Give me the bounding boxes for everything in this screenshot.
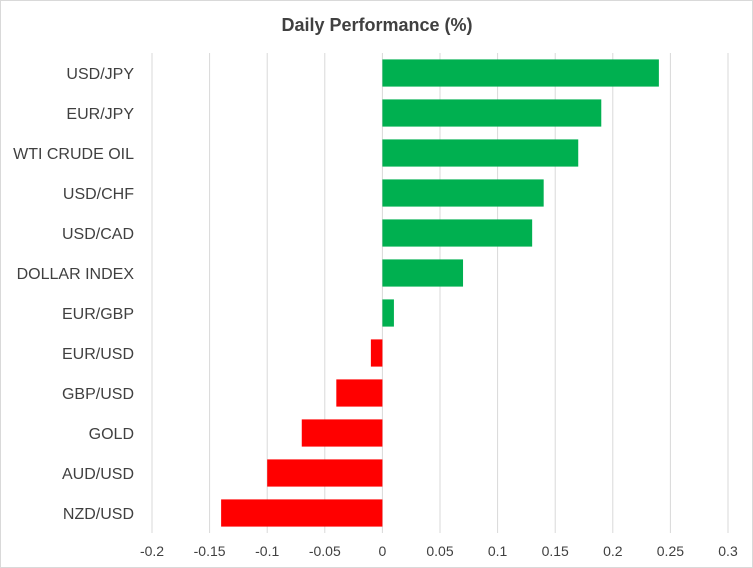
bar	[382, 99, 602, 127]
x-tick-label: -0.05	[309, 543, 341, 559]
x-tick-label: -0.2	[140, 543, 164, 559]
x-tick-label: 0.1	[488, 543, 508, 559]
bar	[267, 459, 383, 487]
category-label: GBP/USD	[62, 386, 134, 403]
grid-lines	[151, 53, 729, 533]
bars	[221, 59, 659, 527]
category-label: EUR/GBP	[62, 306, 134, 323]
bar	[382, 59, 659, 87]
category-label: AUD/USD	[62, 466, 134, 483]
x-axis-tick-labels: -0.2 -0.15 -0.1 -0.05 0 0.05 0.1 0.15 0.2 0.25 0.3	[140, 543, 738, 559]
x-tick-label: 0	[379, 543, 387, 559]
category-label: USD/JPY	[66, 66, 134, 83]
category-label: GOLD	[89, 426, 134, 443]
category-label: DOLLAR INDEX	[17, 266, 135, 283]
bar	[382, 139, 579, 167]
category-label: USD/CHF	[63, 186, 134, 203]
x-tick-label: -0.1	[255, 543, 279, 559]
x-tick-label: 0.25	[657, 543, 684, 559]
bar	[221, 499, 383, 527]
x-tick-label: 0.2	[603, 543, 623, 559]
bar	[336, 379, 383, 407]
bar	[382, 259, 464, 287]
x-tick-label: 0.3	[718, 543, 738, 559]
bar	[301, 419, 383, 447]
category-label: NZD/USD	[63, 506, 134, 523]
category-label: EUR/JPY	[66, 106, 134, 123]
bar	[382, 219, 533, 247]
x-tick-label: 0.15	[542, 543, 569, 559]
chart-title: Daily Performance (%)	[281, 15, 472, 35]
bar	[382, 299, 394, 327]
category-label: USD/CAD	[62, 226, 134, 243]
category-labels: USD/JPY EUR/JPY WTI CRUDE OIL USD/CHF USD/CA…	[13, 66, 134, 523]
category-label: EUR/USD	[62, 346, 134, 363]
x-tick-label: -0.15	[194, 543, 226, 559]
category-label: WTI CRUDE OIL	[13, 146, 134, 163]
bar	[382, 179, 544, 207]
x-tick-label: 0.05	[426, 543, 453, 559]
bar	[370, 339, 383, 367]
